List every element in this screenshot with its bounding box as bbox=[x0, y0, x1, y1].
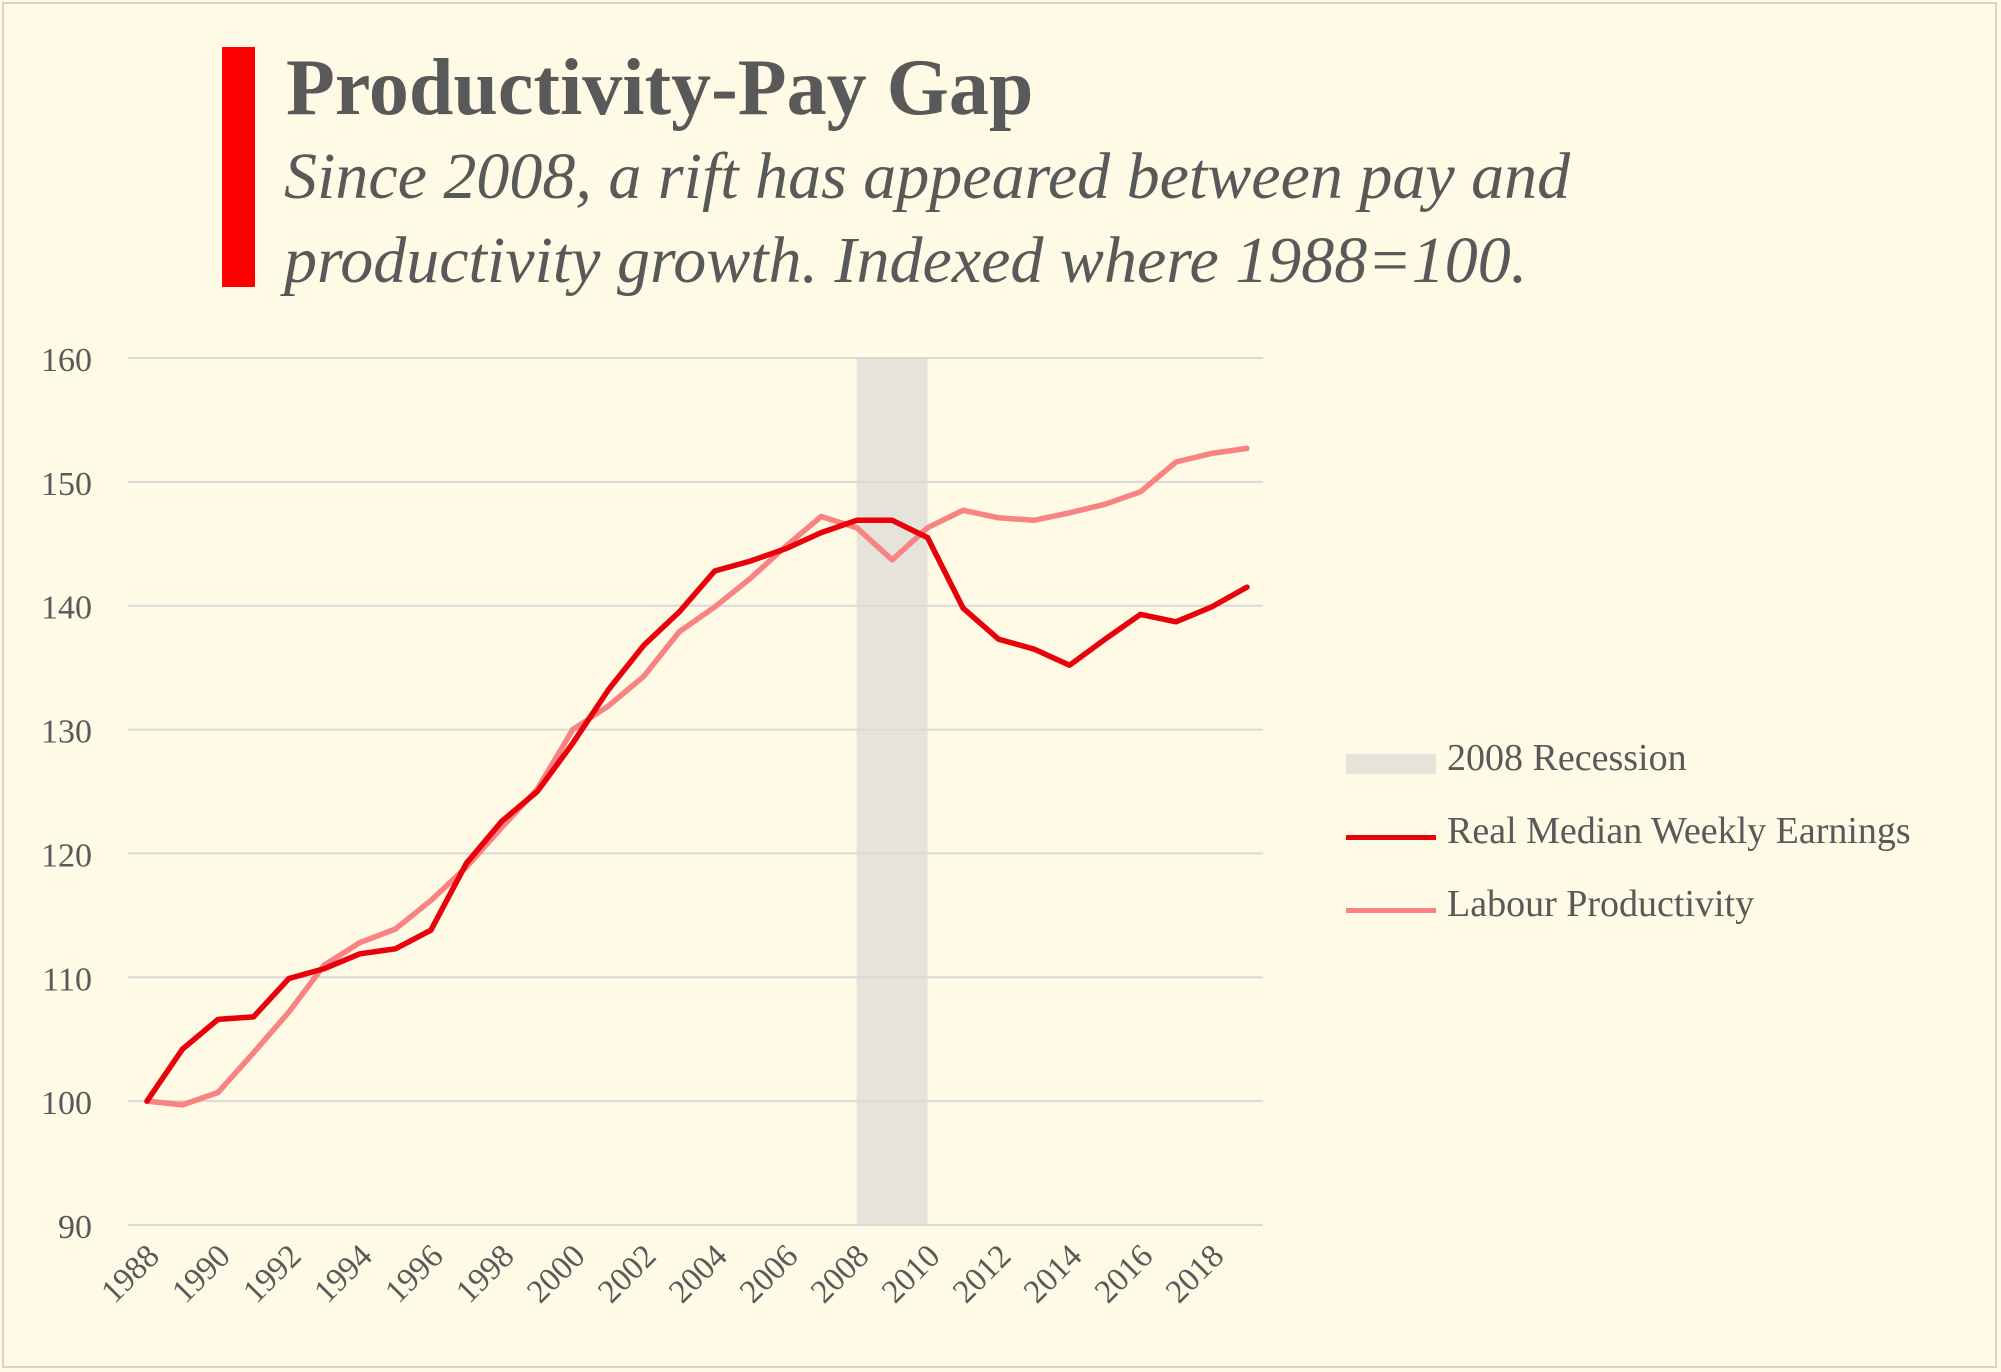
legend-swatch-earnings bbox=[1346, 835, 1436, 840]
y-tick-label-100: 100 bbox=[41, 1085, 92, 1122]
chart-subtitle: Since 2008, a rift has appeared between … bbox=[284, 140, 1571, 297]
x-tick-label-1992: 1992 bbox=[236, 1238, 308, 1310]
x-tick-label-1988: 1988 bbox=[95, 1238, 167, 1310]
series-line-productivity bbox=[144, 445, 1250, 1108]
chart-title: Productivity-Pay Gap bbox=[286, 44, 1034, 132]
y-tick-label-130: 130 bbox=[41, 714, 92, 751]
x-tick-label-2010: 2010 bbox=[875, 1238, 947, 1310]
x-tick-label-2016: 2016 bbox=[1088, 1238, 1160, 1310]
recession-band-layer bbox=[856, 358, 928, 1225]
y-tick-label-160: 160 bbox=[41, 342, 92, 379]
recession-band bbox=[856, 358, 928, 1225]
series-line-earnings bbox=[144, 517, 1250, 1104]
x-tick-label-2002: 2002 bbox=[591, 1238, 663, 1310]
x-tick-label-1990: 1990 bbox=[165, 1238, 237, 1310]
y-tick-label-90: 90 bbox=[58, 1209, 92, 1246]
y-tick-label-120: 120 bbox=[41, 837, 92, 874]
x-tick-label-2008: 2008 bbox=[804, 1238, 876, 1310]
x-tick-label-2000: 2000 bbox=[520, 1238, 592, 1310]
x-tick-label-2014: 2014 bbox=[1017, 1238, 1089, 1310]
line-chart: 90 100 110 120 130 140 150 160 1988199019921994… bbox=[41, 342, 1263, 1310]
x-tick-label-2006: 2006 bbox=[733, 1238, 805, 1310]
x-tick-label-1998: 1998 bbox=[449, 1238, 521, 1310]
y-tick-label-110: 110 bbox=[42, 961, 92, 998]
legend-label-earnings: Real Median Weekly Earnings bbox=[1447, 810, 1911, 852]
y-axis-ticks: 90 100 110 120 130 140 150 160 bbox=[41, 342, 92, 1246]
x-axis-ticks: 1988199019921994199619982000200220042006… bbox=[95, 1238, 1232, 1310]
x-tick-label-2018: 2018 bbox=[1159, 1238, 1231, 1310]
x-tick-label-2012: 2012 bbox=[946, 1238, 1018, 1310]
y-tick-label-140: 140 bbox=[41, 590, 92, 627]
x-tick-label-2004: 2004 bbox=[662, 1238, 734, 1310]
x-tick-label-1994: 1994 bbox=[307, 1238, 379, 1310]
legend-label-productivity: Labour Productivity bbox=[1447, 883, 1755, 925]
legend-swatch-recession bbox=[1346, 754, 1436, 774]
y-tick-label-150: 150 bbox=[41, 466, 92, 503]
gridlines bbox=[128, 357, 1263, 1226]
title-accent-bar bbox=[222, 47, 255, 287]
legend-swatch-productivity bbox=[1346, 908, 1436, 913]
series-lines bbox=[144, 445, 1250, 1108]
legend-label-recession: 2008 Recession bbox=[1447, 737, 1687, 779]
x-tick-label-1996: 1996 bbox=[378, 1238, 450, 1310]
